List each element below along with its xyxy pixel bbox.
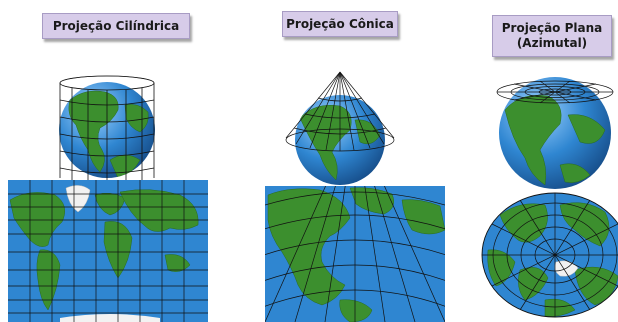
planar-map xyxy=(481,192,618,318)
cylindrical-globe xyxy=(59,75,155,185)
cylindrical-map xyxy=(8,180,208,322)
label-cylindrical-projection: Projeção Cilíndrica xyxy=(42,13,190,39)
label-planar-projection: Projeção Plana (Azimutal) xyxy=(492,15,612,57)
label-cylindrical-text: Projeção Cilíndrica xyxy=(52,19,180,33)
planar-globe xyxy=(496,77,614,189)
conic-map xyxy=(265,186,445,322)
conic-globe xyxy=(285,71,395,185)
label-planar-text-line1: Projeção Plana xyxy=(501,21,603,35)
label-conic-projection: Projeção Cônica xyxy=(282,11,398,37)
label-planar-text-line2: (Azimutal) xyxy=(516,36,588,50)
label-conic-text: Projeção Cônica xyxy=(286,17,394,31)
